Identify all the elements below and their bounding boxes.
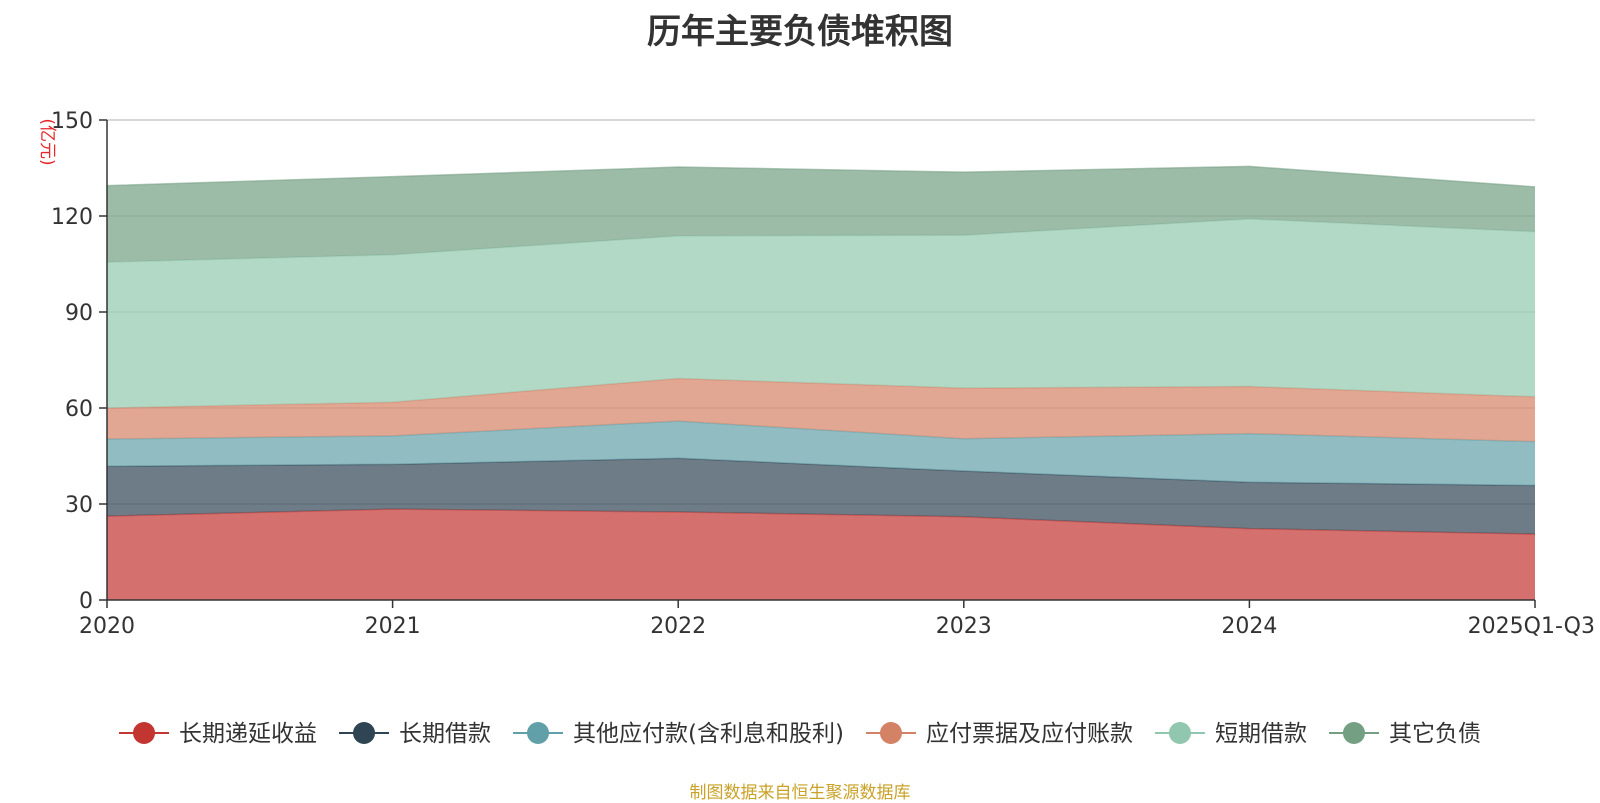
area-series-1 <box>107 509 1535 600</box>
x-tick-label: 2025Q1-Q3 <box>1468 614 1595 639</box>
y-tick-label: 120 <box>51 205 93 230</box>
legend-marker <box>1342 722 1365 744</box>
legend-label: 应付票据及应付账款 <box>926 721 1133 747</box>
legend-item-6[interactable]: 其它负债 <box>1328 721 1481 747</box>
legend-marker <box>1168 722 1191 744</box>
y-tick-label: 150 <box>51 109 93 134</box>
legend-marker <box>527 722 550 744</box>
y-tick-label: 60 <box>65 397 93 422</box>
legend-label: 长期借款 <box>399 721 491 747</box>
x-tick-label: 2020 <box>79 614 135 639</box>
y-unit-label: (亿元) <box>37 118 57 165</box>
axes: 0 30 60 90 120 150 2020 2021 2022 2023 2024 2025Q1-… <box>51 109 1595 639</box>
y-tick-label: 30 <box>65 493 93 518</box>
area-series-4 <box>107 378 1535 442</box>
y-tick-label: 0 <box>79 589 93 614</box>
legend-item-5[interactable]: 短期借款 <box>1154 721 1307 747</box>
area-series-5 <box>107 218 1535 408</box>
legend-label: 其他应付款(含利息和股利) <box>573 721 844 747</box>
legend-label: 短期借款 <box>1215 721 1307 747</box>
legend-marker <box>879 722 902 744</box>
area-series-6 <box>107 166 1535 263</box>
area-edge-5 <box>106 218 1536 263</box>
area-series-3 <box>107 421 1535 486</box>
source-note: 制图数据来自恒生聚源数据库 <box>689 783 911 803</box>
legend-marker <box>353 722 376 744</box>
area-series <box>106 165 1536 600</box>
legend-item-2[interactable]: 长期借款 <box>339 721 491 747</box>
legend: 长期递延收益 长期借款 其他应付款(含利息和股利) 应付票据及应付账款 短期借款 其它负债 <box>119 721 1481 747</box>
legend-item-4[interactable]: 应付票据及应付账款 <box>865 721 1133 747</box>
x-tick-label: 2022 <box>650 614 706 639</box>
x-tick-label: 2024 <box>1221 614 1277 639</box>
area-edge-6 <box>106 165 1536 188</box>
y-tick-label: 90 <box>65 301 93 326</box>
x-tick-label: 2021 <box>365 614 421 639</box>
legend-label: 其它负债 <box>1389 721 1481 747</box>
legend-label: 长期递延收益 <box>179 721 317 747</box>
area-edge-2 <box>106 457 1536 487</box>
area-series-2 <box>107 458 1535 535</box>
area-edge-1 <box>106 508 1536 535</box>
legend-item-3[interactable]: 其他应付款(含利息和股利) <box>513 721 844 747</box>
x-tick-label: 2023 <box>936 614 992 639</box>
legend-item-1[interactable]: 长期递延收益 <box>119 721 317 747</box>
chart-title: 历年主要负债堆积图 <box>647 12 953 52</box>
legend-marker <box>133 722 156 744</box>
